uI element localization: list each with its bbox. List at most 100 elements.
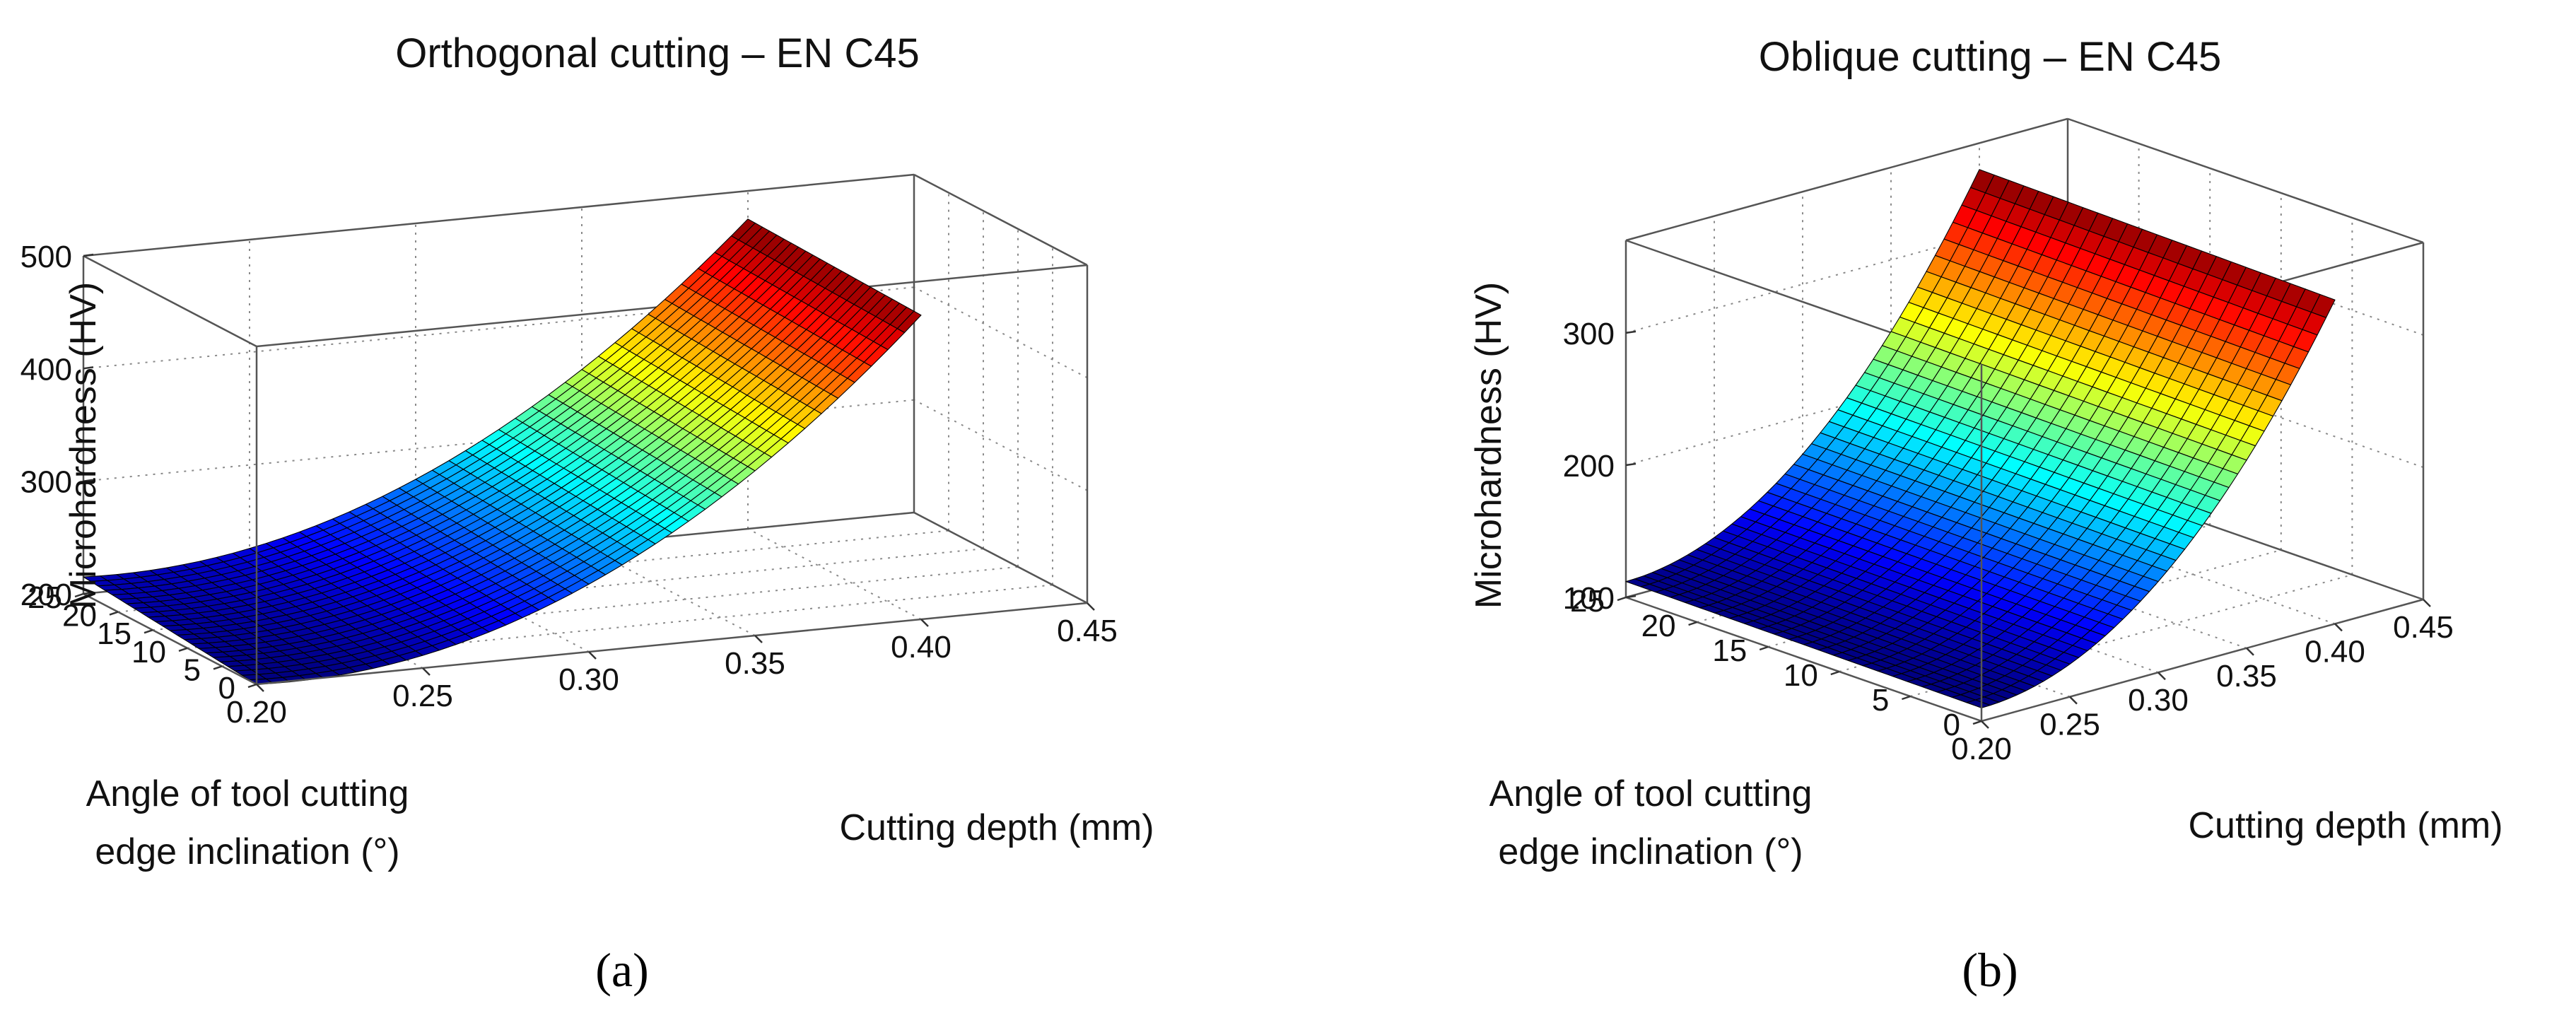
y-tick-label: 5 [1872, 683, 1889, 718]
chart-a-panel-label: (a) [595, 943, 648, 997]
z-tick-mark [83, 479, 94, 482]
axis-x-baseline [256, 602, 1088, 686]
chart-b-ylabel-line2: edge inclination (°) [1498, 831, 1803, 872]
x-tick-mark [256, 684, 264, 692]
x-tick-mark [422, 667, 431, 676]
gridline-floor-x [747, 528, 922, 620]
x-tick-label: 0.35 [725, 646, 785, 681]
x-tick-label: 0.25 [392, 679, 453, 713]
y-tick-mark [1617, 596, 1627, 602]
axis-box-edge [83, 173, 915, 257]
gridline-sidewall-z [913, 399, 1088, 491]
chart-a-ylabel-line2: edge inclination (°) [95, 831, 399, 872]
x-tick-label: 0.20 [226, 695, 287, 730]
z-tick-mark [83, 253, 94, 257]
x-tick-mark [2246, 647, 2254, 656]
x-tick-mark [920, 619, 929, 627]
gridline-floor-y [1910, 574, 2353, 697]
y-tick-mark [247, 683, 257, 689]
y-tick-mark [1902, 695, 1911, 701]
y-tick-label: 20 [1641, 609, 1676, 643]
z-tick-label: 400 [21, 352, 72, 387]
chart-a-xlabel: Cutting depth (mm) [839, 807, 1154, 848]
y-tick-mark [1972, 720, 1982, 725]
y-tick-label: 25 [28, 580, 62, 615]
y-tick-mark [1759, 645, 1769, 651]
x-tick-mark [1087, 602, 1095, 611]
chart-a-title: Orthogonal cutting – EN C45 [395, 30, 920, 76]
z-tick-label: 300 [1563, 317, 1615, 351]
y-tick-mark [74, 592, 84, 598]
z-tick-mark [1625, 595, 1637, 599]
chart-a-surface [83, 218, 922, 685]
axis-box-edge [913, 173, 1088, 267]
x-tick-label: 0.20 [1951, 732, 2012, 766]
axis-y-baseline [83, 592, 257, 686]
surface-cell [1966, 699, 1991, 708]
axis-box-edge [913, 511, 1088, 604]
axis-box-edge [83, 255, 257, 348]
y-tick-label: 10 [1784, 658, 1818, 693]
z-tick-mark [1625, 462, 1637, 467]
chart-b-zlabel: Microhardness (HV) [1468, 282, 1509, 609]
axis-x-baseline [1981, 598, 2424, 722]
x-tick-label: 0.25 [2039, 708, 2100, 742]
chart-b-title: Oblique cutting – EN C45 [1759, 34, 2221, 80]
y-tick-label: 20 [62, 599, 97, 633]
axis-y-baseline [1625, 596, 1982, 722]
chart-a-ylabel-line1: Angle of tool cutting [86, 773, 409, 814]
y-tick-label: 0 [1943, 708, 1960, 742]
y-tick-label: 15 [1712, 633, 1747, 668]
x-tick-label: 0.30 [2128, 683, 2189, 718]
x-tick-label: 0.40 [891, 630, 952, 665]
y-tick-mark [213, 665, 223, 670]
z-tick-mark [83, 591, 94, 595]
chart-b-surface [1625, 169, 2336, 708]
gridline-floor-y [1839, 549, 2282, 672]
chart-a-box-front [83, 346, 1088, 686]
z-tick-label: 100 [1563, 581, 1615, 616]
x-tick-mark [588, 651, 597, 660]
x-tick-mark [2423, 599, 2431, 607]
chart-b-ylabel-line1: Angle of tool cutting [1489, 773, 1813, 814]
y-tick-label: 25 [1570, 584, 1605, 619]
axis-box-edge [1625, 117, 2068, 242]
y-tick-label: 0 [218, 671, 235, 706]
y-tick-mark [1830, 670, 1840, 676]
x-tick-mark [2334, 623, 2343, 632]
gridline-sidewall-z [913, 286, 1088, 379]
y-tick-mark [144, 629, 153, 634]
y-tick-mark [109, 611, 119, 616]
z-tick-label: 200 [1563, 449, 1615, 484]
x-tick-mark [1981, 720, 1989, 729]
x-tick-mark [754, 635, 763, 643]
y-tick-label: 15 [97, 616, 131, 651]
z-tick-label: 300 [21, 465, 72, 500]
z-tick-mark [83, 366, 94, 370]
x-tick-mark [2158, 672, 2166, 681]
y-tick-label: 5 [184, 653, 201, 687]
z-tick-mark [1625, 330, 1637, 334]
chart-b-xlabel: Cutting depth (mm) [2188, 805, 2502, 846]
chart-b-box-front [1625, 364, 2424, 722]
y-tick-mark [178, 647, 188, 652]
x-tick-label: 0.30 [558, 662, 619, 697]
gridline-floor-x [415, 561, 590, 653]
y-tick-label: 10 [131, 635, 166, 669]
chart-a-zlabel: Microhardness (HV) [63, 282, 104, 609]
gridline-floor-x [581, 544, 756, 636]
z-tick-label: 200 [21, 578, 72, 612]
x-tick-mark [2069, 696, 2078, 705]
x-tick-label: 0.45 [2393, 610, 2454, 645]
axis-box-edge [2067, 117, 2424, 244]
x-tick-label: 0.35 [2216, 659, 2277, 694]
z-tick-label: 500 [21, 240, 72, 274]
chart-b-panel-label: (b) [1962, 943, 2018, 997]
y-tick-mark [1688, 621, 1697, 626]
x-tick-label: 0.40 [2305, 634, 2365, 669]
